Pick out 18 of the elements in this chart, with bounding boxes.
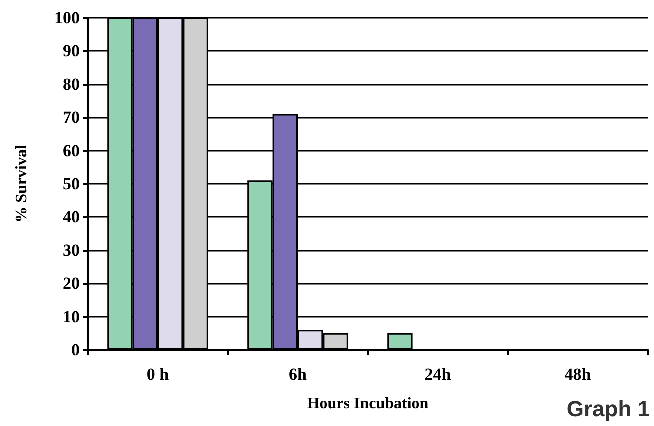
y-tick-label: 40 [63, 208, 80, 227]
y-tick-label: 50 [63, 174, 80, 194]
y-tick-label: 20 [63, 274, 80, 294]
y-tick-label: 10 [63, 307, 80, 326]
y-tick-label: 60 [63, 141, 80, 160]
x-tick-label: 48h [564, 365, 592, 384]
y-axis-title: % Survival [14, 144, 30, 223]
y-tick-label: 90 [63, 42, 80, 61]
y-tick-label: 100 [54, 8, 80, 28]
y-tick-label: 30 [63, 240, 80, 260]
y-tick-label: 70 [63, 108, 80, 128]
x-tick-label: 6h [289, 365, 308, 384]
x-tick-label: 24h [424, 365, 452, 384]
y-tick-label: 80 [63, 74, 80, 94]
x-tick-label: 0 h [146, 365, 170, 384]
y-tick-label: 0 [72, 340, 80, 360]
caption: Graph 1 [566, 396, 650, 422]
x-axis-title: Hours Incubation [307, 396, 429, 412]
